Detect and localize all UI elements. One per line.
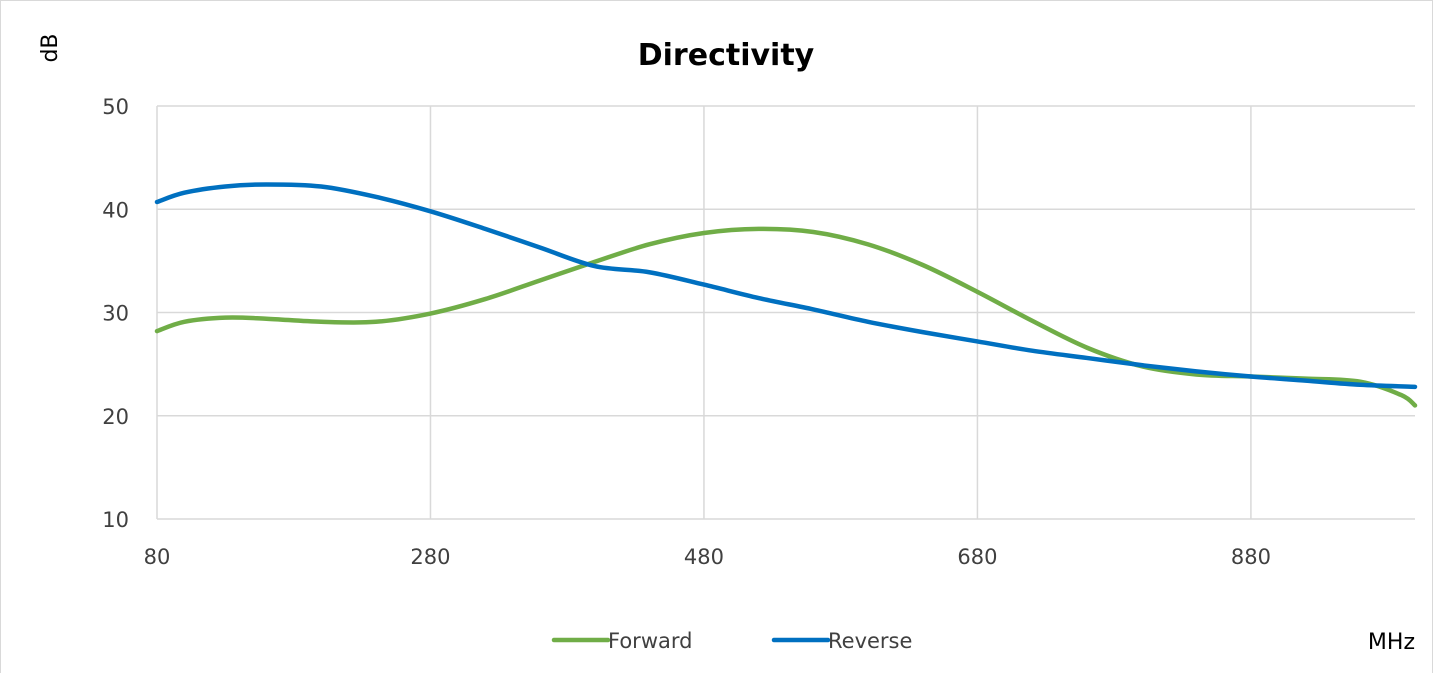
x-tick-label: 280 (410, 545, 450, 569)
tick-labels: 10 20 30 40 50 80 280 480 680 880 (102, 95, 1271, 569)
y-tick-label: 50 (102, 95, 129, 119)
x-tick-label: 680 (957, 545, 997, 569)
x-tick-label: 80 (144, 545, 171, 569)
legend-label-reverse: Reverse (828, 629, 912, 653)
y-tick-label: 10 (102, 508, 129, 532)
legend: Forward Reverse (551, 629, 912, 653)
legend-label-forward: Forward (608, 629, 692, 653)
chart-title: Directivity (638, 38, 815, 73)
series-lines (154, 182, 1418, 408)
x-axis-label: MHz (1368, 630, 1415, 655)
series-line-reverse (154, 182, 1418, 390)
x-tick-label: 880 (1231, 545, 1271, 569)
y-tick-label: 40 (102, 198, 129, 222)
y-tick-label: 20 (102, 405, 129, 429)
series-line-forward (154, 226, 1418, 408)
gridlines (156, 105, 1415, 520)
y-tick-label: 30 (102, 302, 129, 326)
y-axis-label: dB (38, 33, 63, 62)
x-tick-label: 480 (684, 545, 724, 569)
